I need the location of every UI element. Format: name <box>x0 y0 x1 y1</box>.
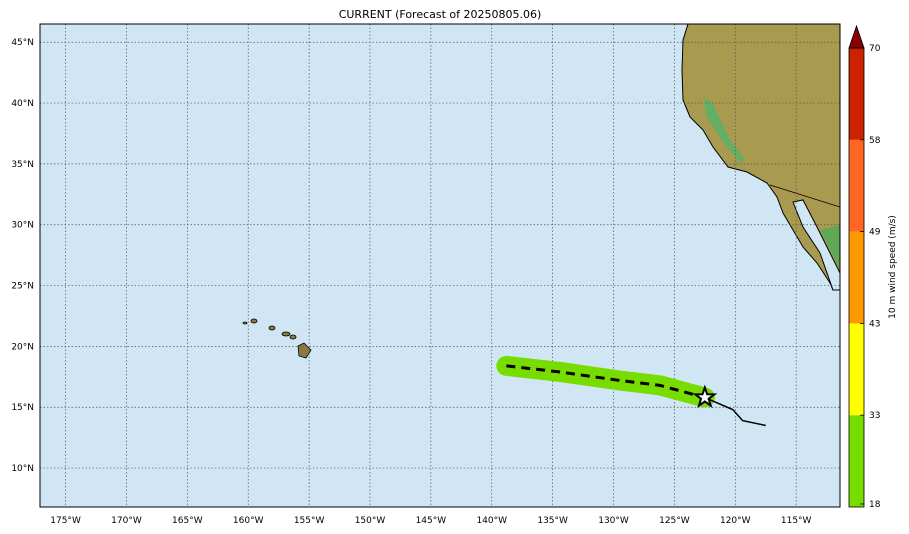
gulf-of-california <box>792 199 840 291</box>
colorbar-frame <box>848 47 865 508</box>
colorbar-segment <box>849 139 864 232</box>
colorbar-tick-label: 18 <box>869 500 881 510</box>
lon-tick-label: 135°W <box>537 516 568 526</box>
lon-tick-label: 125°W <box>659 516 690 526</box>
colorbar-tick-label: 33 <box>869 411 880 421</box>
lat-tick-label: 35°N <box>11 160 34 170</box>
lat-tick-label: 10°N <box>11 464 34 474</box>
lat-tick-label: 20°N <box>11 342 34 352</box>
lon-tick-label: 150°W <box>355 516 386 526</box>
colorbar-tick-label: 70 <box>869 44 881 54</box>
lon-tick-label: 115°W <box>781 516 812 526</box>
colorbar-label: 10 m wind speed (m/s) <box>888 215 898 319</box>
lat-tick-label: 45°N <box>11 38 34 48</box>
border-line <box>769 184 840 208</box>
colorbar-segment <box>849 231 864 324</box>
central-valley <box>704 98 745 163</box>
star-icon <box>692 384 718 409</box>
colorbar-extend-arrow <box>848 24 865 49</box>
storm-track <box>496 355 766 427</box>
colorbar-tick-label: 58 <box>869 136 881 146</box>
lat-tick-label: 30°N <box>11 221 34 231</box>
colorbar-segment <box>849 48 864 140</box>
lon-tick-label: 145°W <box>416 516 447 526</box>
lon-tick-label: 140°W <box>476 516 507 526</box>
lon-tick-label: 160°W <box>233 516 264 526</box>
colorbar-segment <box>849 323 864 416</box>
lat-tick-label: 25°N <box>11 282 34 292</box>
colorbar-segment <box>849 415 864 507</box>
mexico-green <box>820 225 840 270</box>
lon-tick-label: 155°W <box>294 516 325 526</box>
hawaii-islands <box>242 318 312 359</box>
lat-tick-label: 15°N <box>11 403 34 413</box>
past-track <box>704 396 766 427</box>
colorbar: 18 33 43 49 58 70 <box>848 24 881 510</box>
lon-tick-label: 175°W <box>50 516 81 526</box>
lon-tick-label: 120°W <box>720 516 751 526</box>
axis-ticks: 175°W 170°W 165°W 160°W 155°W 150°W 145°W 140°W… <box>11 38 811 526</box>
map-title: CURRENT (Forecast of 20250805.06) <box>338 8 542 21</box>
lon-tick-label: 130°W <box>598 516 629 526</box>
gridlines <box>40 24 840 507</box>
lat-tick-label: 40°N <box>11 99 34 109</box>
lon-tick-label: 165°W <box>172 516 203 526</box>
lon-tick-label: 170°W <box>111 516 142 526</box>
forecast-track <box>506 364 706 399</box>
map-frame <box>39 23 841 508</box>
colorbar-tick-label: 43 <box>869 319 880 329</box>
colorbar-tick-label: 49 <box>869 228 881 238</box>
